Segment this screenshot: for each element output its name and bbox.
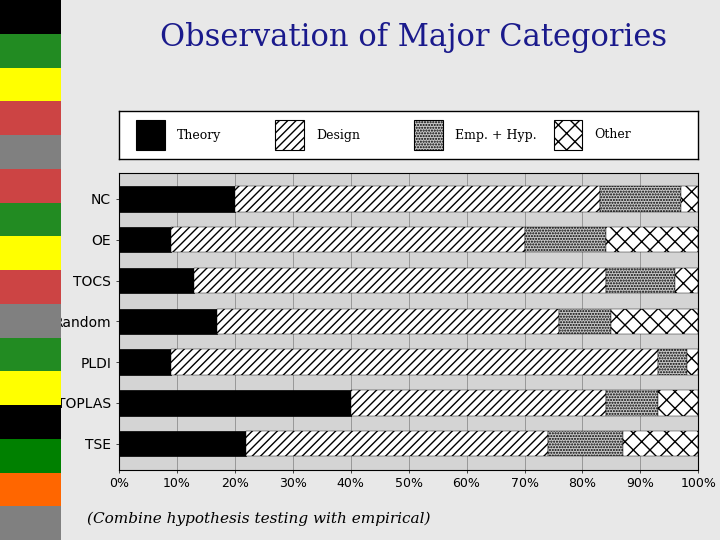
Bar: [548, 431, 623, 456]
Text: (Combine hypothesis testing with empirical): (Combine hypothesis testing with empiric…: [87, 512, 431, 526]
Text: Observation of Major Categories: Observation of Major Categories: [161, 22, 667, 52]
Bar: [600, 186, 681, 212]
Bar: [658, 390, 698, 415]
Bar: [217, 309, 559, 334]
FancyBboxPatch shape: [554, 120, 582, 150]
Bar: [119, 309, 217, 334]
Bar: [611, 309, 698, 334]
Bar: [171, 227, 525, 252]
Bar: [119, 349, 171, 375]
Text: Theory: Theory: [177, 129, 221, 141]
Bar: [681, 186, 698, 212]
Bar: [119, 268, 194, 293]
FancyBboxPatch shape: [415, 120, 444, 150]
Bar: [351, 390, 606, 415]
Bar: [119, 431, 246, 456]
Bar: [559, 309, 611, 334]
Text: Other: Other: [594, 129, 631, 141]
Text: Design: Design: [316, 129, 360, 141]
Bar: [606, 227, 698, 252]
Bar: [194, 268, 606, 293]
Bar: [606, 390, 658, 415]
FancyBboxPatch shape: [275, 120, 305, 150]
Bar: [675, 268, 698, 293]
Bar: [119, 227, 171, 252]
Bar: [246, 431, 548, 456]
Bar: [119, 186, 235, 212]
Bar: [525, 227, 606, 252]
Bar: [658, 349, 687, 375]
Text: Emp. + Hyp.: Emp. + Hyp.: [455, 129, 536, 141]
Bar: [235, 186, 600, 212]
Bar: [119, 390, 351, 415]
FancyBboxPatch shape: [136, 120, 165, 150]
Bar: [687, 349, 698, 375]
Bar: [606, 268, 675, 293]
Bar: [171, 349, 658, 375]
Bar: [623, 431, 698, 456]
